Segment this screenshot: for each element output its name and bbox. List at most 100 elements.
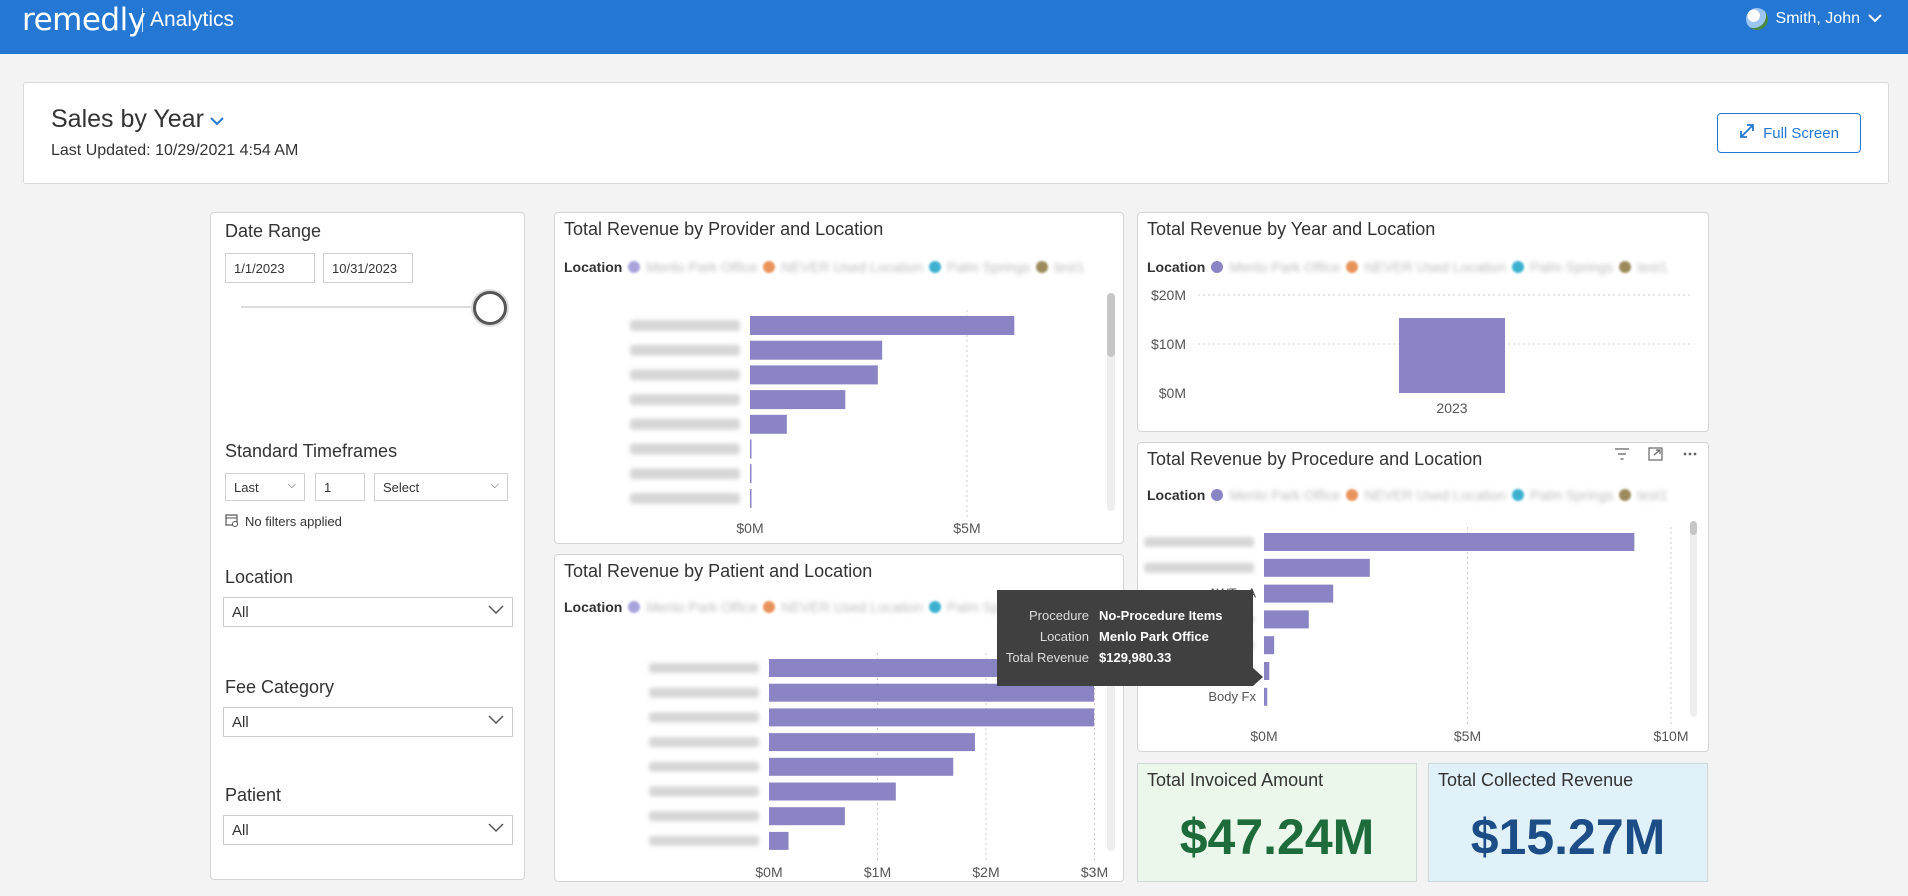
bar xyxy=(750,439,752,459)
user-menu[interactable]: Smith, John xyxy=(1745,8,1882,30)
chart-tooltip: Procedure No-Procedure Items Location Menl… xyxy=(997,590,1263,686)
redacted-label xyxy=(649,811,759,822)
bar xyxy=(750,464,752,484)
chevron-down-icon xyxy=(488,820,504,837)
bar xyxy=(750,340,883,360)
bar xyxy=(1264,533,1635,551)
x-tick-label: $2M xyxy=(972,864,999,880)
legend-dot xyxy=(628,261,641,273)
redacted-label xyxy=(649,786,759,797)
patient-dropdown[interactable]: All xyxy=(223,815,513,845)
tooltip-pointer xyxy=(1253,668,1263,686)
report-title-dropdown[interactable]: Sales by Year xyxy=(51,105,224,134)
redacted-label xyxy=(630,418,740,430)
bar xyxy=(769,757,954,776)
legend-dot xyxy=(1619,489,1632,501)
tooltip-value: No-Procedure Items xyxy=(1099,608,1223,623)
date-range-slider[interactable] xyxy=(241,306,491,308)
chevron-down-icon xyxy=(1868,10,1882,28)
scrollbar[interactable] xyxy=(1107,293,1115,511)
legend-dot xyxy=(1512,261,1524,273)
page-title: Sales by Year xyxy=(51,105,204,133)
redacted-label xyxy=(649,761,759,772)
x-tick-label: $0M xyxy=(736,520,763,536)
legend-dot xyxy=(628,601,641,613)
filter-icon[interactable] xyxy=(1614,447,1630,464)
bar xyxy=(750,390,846,410)
redacted-label xyxy=(630,369,740,381)
kpi-value: $15.27M xyxy=(1470,809,1666,865)
brand-separator xyxy=(142,8,143,32)
tooltip-key: Procedure xyxy=(1029,608,1089,623)
standard-timeframes-label: Standard Timeframes xyxy=(225,441,398,461)
legend-dot xyxy=(1619,261,1632,273)
bar xyxy=(1264,610,1309,629)
location-dropdown[interactable]: All xyxy=(223,597,513,627)
legend-label: Location xyxy=(564,259,623,275)
more-options-icon[interactable] xyxy=(1682,447,1698,464)
bar xyxy=(1264,558,1370,577)
bar xyxy=(769,831,789,850)
visual-header-icons xyxy=(1614,447,1698,464)
scrollbar-thumb[interactable] xyxy=(1107,293,1115,357)
bar xyxy=(1264,687,1268,706)
bar xyxy=(750,316,1015,335)
date-to-input[interactable]: 10/31/2023 xyxy=(323,253,413,283)
tooltip-key: Location xyxy=(1039,629,1089,644)
timeframe-period-select[interactable]: Last ⌵ xyxy=(225,473,305,501)
legend-label: Location xyxy=(1147,259,1206,275)
fee-category-label: Fee Category xyxy=(225,677,335,697)
no-filters-status: No filters applied xyxy=(225,513,342,530)
expand-icon xyxy=(1739,123,1755,143)
kpi-title: Total Collected Revenue xyxy=(1438,770,1634,790)
x-tick-label: $0M xyxy=(755,864,782,880)
chart-provider-panel[interactable]: Total Revenue by Provider and Location L… xyxy=(554,212,1124,544)
redacted-label xyxy=(630,492,740,504)
focus-mode-icon[interactable] xyxy=(1648,447,1664,464)
x-tick-label: $10M xyxy=(1653,728,1688,744)
bar xyxy=(1399,318,1505,393)
kpi-collected-card: Total Collected Revenue $15.27M xyxy=(1428,763,1708,882)
bar xyxy=(1264,584,1334,603)
full-screen-label: Full Screen xyxy=(1763,124,1839,142)
kpi-title: Total Invoiced Amount xyxy=(1147,770,1324,790)
full-screen-button[interactable]: Full Screen xyxy=(1717,113,1861,153)
legend-dot xyxy=(1346,261,1359,273)
chart-title: Total Revenue by Provider and Location xyxy=(564,219,884,239)
kpi-invoiced-card: Total Invoiced Amount $47.24M xyxy=(1137,763,1417,882)
chevron-down-icon xyxy=(488,602,504,619)
date-from-input[interactable]: 1/1/2023 xyxy=(225,253,315,283)
timeframe-unit-select[interactable]: Select ⌵ xyxy=(374,473,508,501)
legend-dot xyxy=(1211,489,1224,501)
timeframe-count-input[interactable]: 1 xyxy=(315,473,365,501)
year-bar-chart: $0M $10M $20M 2023 xyxy=(1151,287,1693,416)
provider-bar-chart: $0M $5M xyxy=(630,310,1015,536)
brand-logo[interactable]: remedly xyxy=(22,2,146,38)
bar xyxy=(750,414,787,434)
y-category-label: Body Fx xyxy=(1208,689,1256,704)
scrollbar[interactable] xyxy=(1690,521,1697,717)
report-header: Sales by Year Last Updated: 10/29/2021 4… xyxy=(23,82,1889,184)
redacted-label xyxy=(630,443,740,455)
chart-title: Total Revenue by Procedure and Location xyxy=(1147,449,1483,469)
x-tick-label: $3M xyxy=(1081,864,1108,880)
chart-year-panel[interactable]: Total Revenue by Year and Location Locat… xyxy=(1137,212,1709,432)
fee-category-dropdown[interactable]: All xyxy=(223,707,513,737)
date-range-slider-handle[interactable] xyxy=(473,291,507,325)
product-name: Analytics xyxy=(150,8,235,31)
tooltip-value: $129,980.33 xyxy=(1099,650,1172,665)
bar xyxy=(750,488,752,508)
chart-legend: Location Menlo Park Office NEVER Used Lo… xyxy=(564,599,1031,615)
chevron-down-icon: ⌵ xyxy=(490,479,499,491)
legend-dot xyxy=(1211,261,1224,273)
redacted-label xyxy=(649,712,759,723)
bar xyxy=(769,708,1095,727)
x-tick-label: $5M xyxy=(953,520,980,536)
chart-legend: Location Menlo Park Office NEVER Used Lo… xyxy=(1147,487,1668,503)
scrollbar-thumb[interactable] xyxy=(1690,521,1697,535)
chart-legend: Location Menlo Park Office NEVER Used Lo… xyxy=(1147,259,1668,275)
legend-dot xyxy=(929,261,941,273)
bar xyxy=(769,782,896,801)
patient-label: Patient xyxy=(225,785,282,805)
chevron-down-icon xyxy=(210,113,224,131)
